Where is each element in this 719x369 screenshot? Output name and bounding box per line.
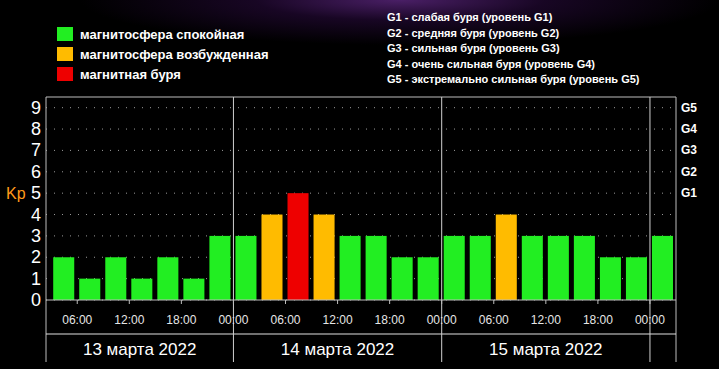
bar: [183, 279, 204, 300]
legend: магнитосфера спокойная магнитосфера возбу…: [57, 27, 269, 82]
bar: [314, 215, 335, 300]
legend-swatch: [57, 67, 73, 81]
chart: 06:00 12:00 18:00 00:00 06:00 12:00 18:00 00:00…: [0, 0, 719, 369]
x-tick: [597, 300, 598, 304]
x-tick: [441, 300, 442, 304]
x-tick: [285, 300, 286, 304]
y2-tick-label: G4: [681, 122, 697, 136]
y-tick-label: 4: [31, 205, 41, 225]
bar: [79, 279, 100, 300]
x-tick-label: 18:00: [375, 313, 405, 327]
x-tick-label: 18:00: [166, 313, 196, 327]
date-label: 14 марта 2022: [281, 340, 394, 359]
bar: [418, 257, 439, 300]
x-tick-label: 00:00: [427, 313, 457, 327]
x-tick: [233, 300, 234, 304]
frame-top: [46, 97, 676, 98]
bar: [548, 236, 569, 300]
bar: [652, 236, 673, 300]
g-level-note: G4 - очень сильная буря (уровень G4): [387, 58, 595, 70]
x-axis-line: [46, 300, 676, 301]
x-tick-label: 12:00: [323, 313, 353, 327]
grid-line: [46, 150, 676, 151]
y-axis-label: Kp: [6, 185, 26, 202]
bar: [496, 215, 517, 300]
grid-line: [46, 129, 676, 130]
bar: [105, 257, 126, 300]
bar: [209, 236, 230, 300]
x-tick-label: 06:00: [270, 313, 300, 327]
y2-tick-label: G5: [681, 101, 697, 115]
bar: [600, 257, 621, 300]
y2-axis-line: [676, 97, 677, 362]
x-tick: [389, 300, 390, 304]
bars: [53, 193, 673, 300]
legend-swatch: [57, 47, 73, 61]
y-tick-label: 2: [31, 247, 41, 267]
y2-tick-label: G1: [681, 186, 697, 200]
x-tick: [129, 300, 130, 304]
x-tick-label: 12:00: [114, 313, 144, 327]
date-divider: [46, 334, 676, 335]
x-tick: [337, 300, 338, 304]
grid-line: [46, 107, 676, 108]
bar: [522, 236, 543, 300]
bar: [470, 236, 491, 300]
date-label: 13 марта 2022: [83, 340, 196, 359]
x-tick-label: 12:00: [531, 313, 561, 327]
legend-label: магнитная буря: [80, 67, 181, 82]
y-tick-label: 5: [31, 183, 41, 203]
y-tick-label: 6: [31, 162, 41, 182]
bar: [261, 215, 282, 300]
g-level-note: G2 - средняя буря (уровень G2): [387, 27, 560, 39]
x-tick-label: 00:00: [218, 313, 248, 327]
y-tick-label: 1: [31, 269, 41, 289]
y-tick-label: 3: [31, 226, 41, 246]
legend-swatch: [57, 27, 73, 41]
grid-line: [46, 300, 676, 301]
y-tick-label: 7: [31, 140, 41, 160]
x-tick-label: 06:00: [62, 313, 92, 327]
y2-tick-label: G3: [681, 143, 697, 157]
x-tick-label: 18:00: [583, 313, 613, 327]
bar: [157, 257, 178, 300]
bar: [131, 279, 152, 300]
x-tick: [181, 300, 182, 304]
x-tick: [77, 300, 78, 304]
bar: [340, 236, 361, 300]
legend-label: магнитосфера спокойная: [80, 27, 244, 42]
g-level-note: G3 - сильная буря (уровень G3): [387, 42, 560, 54]
grid-line: [46, 193, 676, 194]
bar: [626, 257, 647, 300]
grid-line: [46, 214, 676, 215]
x-tick: [493, 300, 494, 304]
x-tick-label: 06:00: [479, 313, 509, 327]
bar: [366, 236, 387, 300]
y-tick-label: 0: [31, 290, 41, 310]
y2-tick-label: G2: [681, 165, 697, 179]
x-tick: [545, 300, 546, 304]
y-axis-line: [46, 97, 47, 362]
bar: [392, 257, 413, 300]
y-tick-label: 8: [31, 119, 41, 139]
g-level-note: G1 - слабая буря (уровень G1): [387, 11, 553, 23]
bar: [574, 236, 595, 300]
x-tick-label: 00:00: [635, 313, 665, 327]
legend-label: магнитосфера возбужденная: [80, 47, 269, 62]
bar: [53, 257, 74, 300]
x-tick: [649, 300, 650, 304]
date-label: 15 марта 2022: [489, 340, 602, 359]
bar: [444, 236, 465, 300]
g-level-note: G5 - экстремально сильная буря (уровень …: [387, 73, 640, 85]
y-tick-label: 9: [31, 98, 41, 118]
bar: [235, 236, 256, 300]
bar: [288, 193, 309, 300]
grid-line: [46, 171, 676, 172]
